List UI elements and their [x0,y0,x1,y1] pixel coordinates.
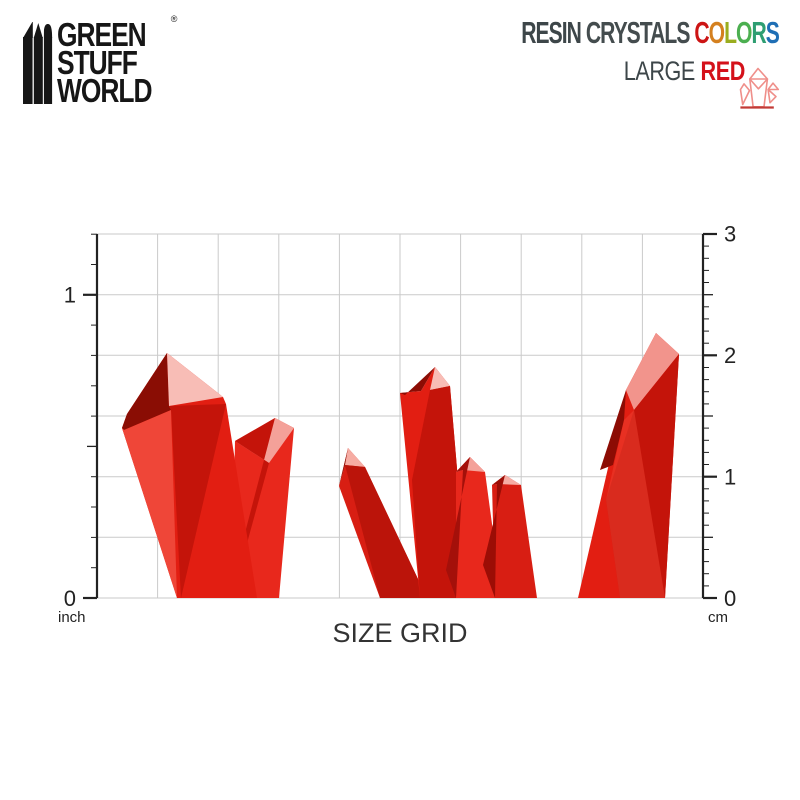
svg-text:SIZE GRID: SIZE GRID [332,618,467,648]
svg-text:2: 2 [724,343,736,368]
svg-text:0: 0 [724,586,736,611]
svg-text:1: 1 [724,465,736,490]
svg-text:cm: cm [708,609,728,626]
svg-text:1: 1 [64,283,76,308]
svg-text:0: 0 [64,586,76,611]
svg-text:inch: inch [58,609,86,626]
svg-text:3: 3 [724,222,736,247]
